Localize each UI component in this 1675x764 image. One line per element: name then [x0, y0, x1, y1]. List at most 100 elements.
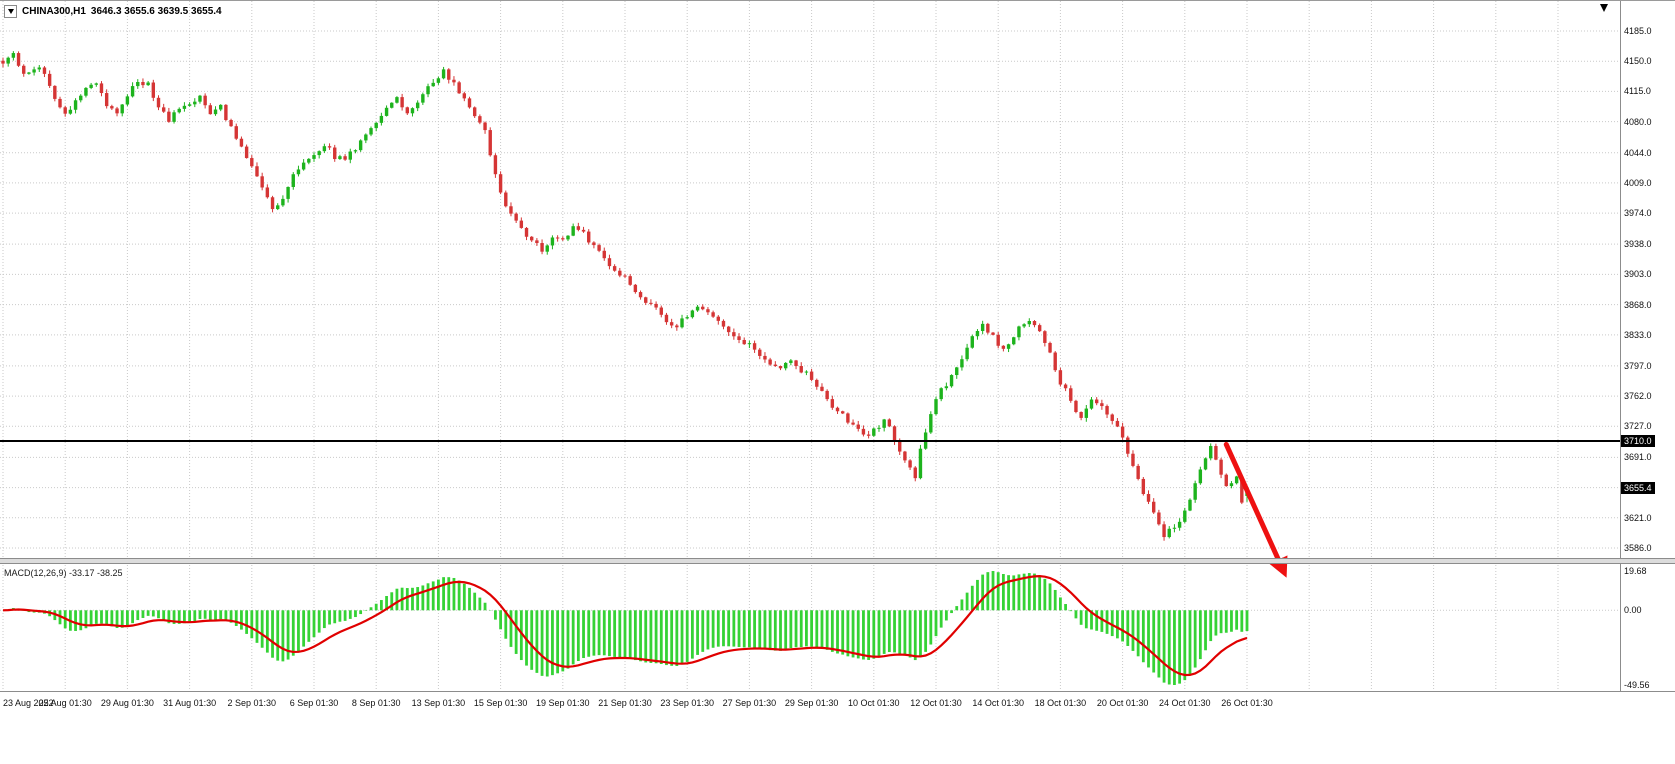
candle[interactable]	[1012, 336, 1016, 346]
candle[interactable]	[1193, 480, 1197, 503]
candle[interactable]	[431, 79, 435, 87]
candle[interactable]	[939, 387, 943, 402]
candle[interactable]	[333, 144, 337, 162]
candle[interactable]	[1084, 405, 1089, 422]
candle[interactable]	[1177, 518, 1182, 531]
candle[interactable]	[835, 406, 840, 414]
candle[interactable]	[664, 312, 669, 325]
candle[interactable]	[265, 184, 270, 199]
candle[interactable]	[628, 274, 632, 286]
candle[interactable]	[167, 107, 171, 123]
candle[interactable]	[794, 359, 798, 370]
candle[interactable]	[16, 51, 21, 68]
candle[interactable]	[638, 290, 643, 300]
candle[interactable]	[234, 123, 238, 141]
candle[interactable]	[856, 420, 860, 432]
candle[interactable]	[504, 190, 508, 208]
candle[interactable]	[644, 296, 648, 306]
candle[interactable]	[1229, 481, 1234, 489]
candle[interactable]	[654, 301, 658, 310]
candle[interactable]	[695, 304, 700, 312]
candle[interactable]	[975, 329, 980, 340]
candle[interactable]	[1027, 318, 1031, 327]
candle[interactable]	[970, 334, 974, 349]
candle[interactable]	[11, 51, 16, 61]
candle[interactable]	[612, 264, 617, 272]
candle[interactable]	[524, 227, 529, 241]
candle[interactable]	[369, 126, 373, 137]
candle[interactable]	[1183, 507, 1187, 524]
candle[interactable]	[955, 366, 959, 379]
candle[interactable]	[379, 112, 384, 126]
candle[interactable]	[161, 103, 166, 113]
candle[interactable]	[136, 79, 140, 89]
candle[interactable]	[846, 412, 850, 425]
candle[interactable]	[566, 235, 570, 242]
candle[interactable]	[535, 238, 539, 246]
candle[interactable]	[882, 418, 886, 432]
candle[interactable]	[312, 152, 316, 162]
candle[interactable]	[203, 93, 207, 109]
candle[interactable]	[949, 374, 954, 388]
candle[interactable]	[820, 383, 824, 392]
candle[interactable]	[364, 133, 368, 144]
candle[interactable]	[219, 104, 223, 112]
candle[interactable]	[27, 71, 31, 75]
candle[interactable]	[1141, 476, 1146, 496]
candle[interactable]	[1089, 396, 1094, 410]
candle[interactable]	[125, 94, 130, 107]
candle[interactable]	[1162, 521, 1166, 541]
candle[interactable]	[530, 236, 534, 243]
candle[interactable]	[22, 64, 26, 77]
candle[interactable]	[89, 82, 93, 90]
candle[interactable]	[1172, 524, 1177, 533]
candle[interactable]	[768, 357, 772, 366]
candle[interactable]	[841, 410, 845, 415]
candle[interactable]	[1234, 475, 1239, 485]
candle[interactable]	[623, 273, 627, 279]
candle[interactable]	[815, 378, 819, 390]
pane-separator[interactable]	[0, 558, 1675, 564]
candle[interactable]	[851, 419, 855, 426]
candle[interactable]	[685, 315, 689, 320]
candle[interactable]	[1022, 323, 1026, 329]
candle[interactable]	[498, 171, 503, 195]
candle[interactable]	[550, 235, 555, 250]
candle[interactable]	[110, 104, 114, 111]
candle[interactable]	[1115, 418, 1120, 428]
candle[interactable]	[587, 229, 591, 245]
candle[interactable]	[872, 427, 876, 437]
candle[interactable]	[255, 162, 259, 177]
candle[interactable]	[1032, 320, 1037, 328]
candle[interactable]	[555, 235, 560, 242]
candle[interactable]	[63, 105, 67, 117]
candle[interactable]	[597, 243, 601, 253]
candle[interactable]	[483, 121, 487, 134]
candle[interactable]	[1203, 457, 1208, 471]
candle[interactable]	[353, 149, 358, 154]
candle[interactable]	[198, 94, 202, 104]
expand-triangle-icon[interactable]	[4, 5, 17, 18]
candle[interactable]	[94, 82, 98, 87]
candle[interactable]	[742, 337, 746, 345]
candle[interactable]	[1131, 450, 1135, 468]
candle[interactable]	[1146, 490, 1151, 505]
candle[interactable]	[151, 79, 156, 102]
candle[interactable]	[276, 203, 280, 211]
candle[interactable]	[991, 331, 995, 336]
candle[interactable]	[239, 136, 244, 148]
candle[interactable]	[918, 444, 923, 480]
candle[interactable]	[244, 144, 249, 159]
candle[interactable]	[789, 359, 793, 366]
candle[interactable]	[690, 309, 695, 319]
candle[interactable]	[177, 107, 181, 114]
candle[interactable]	[1157, 509, 1161, 526]
candle[interactable]	[571, 223, 575, 237]
candle[interactable]	[545, 244, 549, 255]
candle[interactable]	[669, 318, 674, 329]
candle[interactable]	[618, 267, 622, 278]
candle[interactable]	[1136, 463, 1140, 481]
candle[interactable]	[410, 107, 415, 117]
candle[interactable]	[73, 98, 78, 114]
candle[interactable]	[509, 202, 513, 217]
